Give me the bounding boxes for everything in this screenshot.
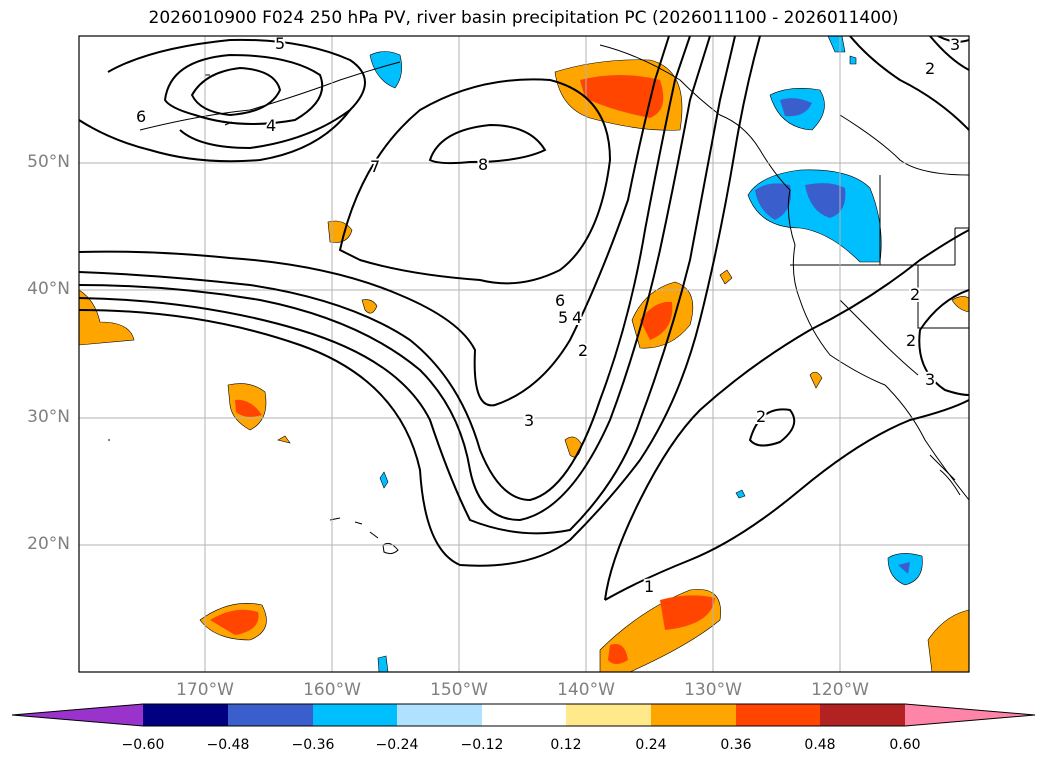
contour-labels: 5 6 4 7 8 6 5 4 2 3 2 1 2 2 3 3 2 [134,34,962,598]
colorbar-tick-label: −0.12 [460,737,504,753]
contour-label: 4 [266,116,276,135]
positive-precip-blobs [79,59,969,672]
contour-label: 7 [370,157,380,176]
colorbar-segment [228,704,313,726]
contour-label: 6 [555,291,565,310]
contour-label: 3 [950,35,960,54]
colorbar-segment [651,704,736,726]
negative-precip-blobs [369,36,923,672]
colorbar [11,703,1036,727]
coastlines [108,44,969,555]
colorbar-segment [482,704,566,726]
contour-label: 3 [925,370,935,389]
contour-label: 2 [756,407,766,426]
contour-label: 8 [478,155,488,174]
contour-label: 5 [558,308,568,327]
contour-label: 6 [136,107,146,126]
lon-label: 160°W [303,680,361,700]
contour-label: 2 [910,285,920,304]
map-title: 2026010900 F024 250 hPa PV, river basin … [148,8,899,28]
colorbar-tick-label: −0.48 [206,737,250,753]
colorbar-tick-label: 0.24 [635,737,667,753]
lat-label: 30°N [27,407,70,427]
lat-label: 50°N [27,152,70,172]
colorbar-tick-label: 0.12 [550,737,582,753]
colorbar-tick-label: −0.24 [375,737,419,753]
contour-label: 5 [275,34,285,53]
colorbar-segment [820,704,905,726]
contour-label: 2 [925,59,935,78]
lon-label: 170°W [176,680,234,700]
map-area: 5 6 4 7 8 6 5 4 2 3 2 1 2 2 3 3 2 [79,34,969,672]
colorbar-segment [905,704,1035,726]
lon-label: 140°W [557,680,615,700]
map-frame [78,35,970,673]
lat-label: 40°N [27,279,70,299]
colorbar-tick-label: 0.60 [889,737,921,753]
contour-label: 4 [572,308,582,327]
colorbar-tick-label: −0.60 [121,737,165,753]
lon-label: 130°W [684,680,742,700]
colorbar-segment [736,704,820,726]
lon-label: 150°W [430,680,488,700]
lon-label: 120°W [811,680,869,700]
contour-label: 2 [578,341,588,360]
colorbar-segment [313,704,397,726]
colorbar-segment [12,704,143,726]
contour-label: 2 [906,331,916,350]
gridlines [79,36,969,672]
pv-contours [79,36,969,601]
colorbar-segment [397,704,482,726]
lat-label: 20°N [27,534,70,554]
contour-label: 3 [524,411,534,430]
colorbar-tick-label: 0.36 [720,737,752,753]
colorbar-tick-label: 0.48 [804,737,836,753]
contour-label: 1 [644,577,654,596]
colorbar-segment [143,704,228,726]
colorbar-tick-label: −0.36 [291,737,335,753]
colorbar-segment [566,704,651,726]
